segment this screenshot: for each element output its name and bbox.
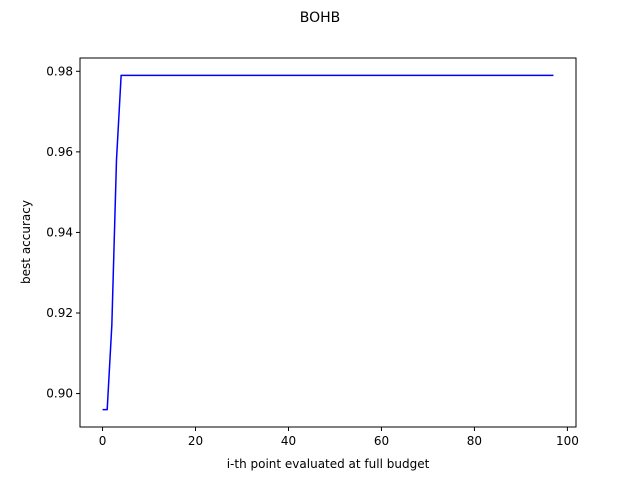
x-tick-label: 40 — [281, 434, 296, 448]
x-tick-label: 0 — [99, 434, 107, 448]
x-tick-label: 80 — [467, 434, 482, 448]
axes-frame — [79, 57, 577, 428]
x-tick-label: 20 — [188, 434, 203, 448]
y-axis-label: best accuracy — [19, 200, 33, 284]
y-tick-label: 0.98 — [46, 64, 73, 78]
x-axis-label: i-th point evaluated at full budget — [227, 457, 430, 471]
series-line-0 — [102, 74, 554, 411]
chart-title: BOHB — [300, 10, 341, 26]
x-tick-label: 100 — [556, 434, 579, 448]
x-tick-label: 60 — [374, 434, 389, 448]
y-tick-label: 0.92 — [46, 306, 73, 320]
plot-area: 0 20 40 60 80 100 0.90 0.92 0.94 0.96 0.98 — [46, 57, 579, 448]
y-tick-label: 0.94 — [46, 225, 73, 239]
y-tick-label: 0.90 — [46, 387, 73, 401]
y-tick-label: 0.96 — [46, 145, 73, 159]
